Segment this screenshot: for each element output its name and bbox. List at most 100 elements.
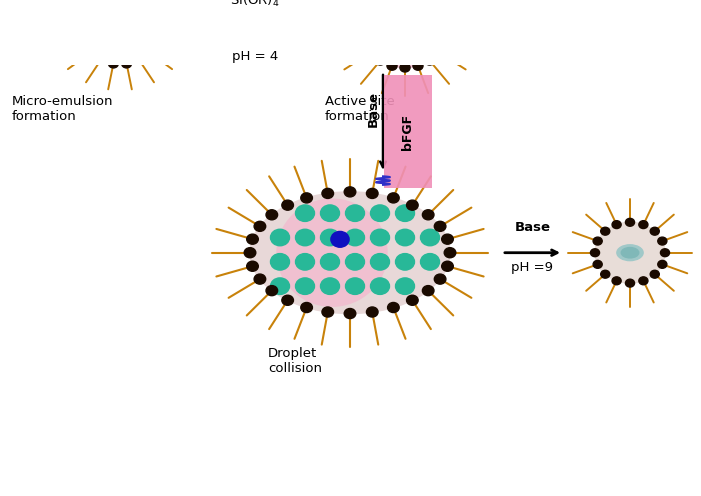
- Circle shape: [97, 10, 104, 16]
- Circle shape: [79, 38, 89, 47]
- Circle shape: [244, 248, 256, 258]
- Text: Active site
formation: Active site formation: [325, 95, 395, 123]
- Circle shape: [115, 32, 122, 38]
- Circle shape: [394, 50, 401, 57]
- Circle shape: [110, 26, 117, 32]
- Circle shape: [375, 56, 386, 65]
- Circle shape: [296, 278, 315, 295]
- Circle shape: [118, 33, 125, 39]
- Circle shape: [121, 46, 128, 52]
- Circle shape: [282, 295, 294, 306]
- Circle shape: [412, 18, 419, 25]
- Circle shape: [358, 27, 368, 36]
- Circle shape: [320, 278, 339, 295]
- Circle shape: [96, 0, 106, 7]
- Circle shape: [371, 253, 390, 270]
- Circle shape: [639, 277, 648, 285]
- Circle shape: [371, 278, 390, 295]
- Circle shape: [404, 41, 411, 48]
- Circle shape: [86, 5, 96, 14]
- Circle shape: [395, 18, 403, 25]
- Circle shape: [344, 309, 356, 318]
- Circle shape: [423, 210, 434, 220]
- Text: Si(OR)$_4$: Si(OR)$_4$: [230, 0, 280, 9]
- Circle shape: [77, 27, 87, 35]
- Circle shape: [266, 210, 278, 220]
- Circle shape: [431, 33, 439, 39]
- Circle shape: [322, 307, 334, 317]
- Circle shape: [404, 8, 412, 14]
- Circle shape: [122, 60, 132, 68]
- Circle shape: [411, 45, 419, 51]
- Circle shape: [593, 237, 602, 245]
- Circle shape: [120, 10, 126, 16]
- Circle shape: [134, 0, 144, 7]
- Circle shape: [651, 227, 660, 235]
- Circle shape: [126, 19, 133, 25]
- Text: Base: Base: [515, 221, 550, 234]
- Circle shape: [399, 28, 407, 35]
- Circle shape: [115, 28, 122, 34]
- Circle shape: [129, 47, 136, 53]
- Circle shape: [434, 48, 444, 57]
- Circle shape: [421, 253, 440, 270]
- Circle shape: [434, 5, 444, 14]
- Circle shape: [130, 43, 137, 49]
- Circle shape: [153, 27, 163, 35]
- Circle shape: [400, 57, 408, 63]
- Circle shape: [442, 27, 452, 36]
- Circle shape: [116, 55, 123, 61]
- Circle shape: [331, 232, 349, 247]
- Circle shape: [301, 193, 313, 203]
- Circle shape: [366, 48, 376, 57]
- Circle shape: [144, 48, 154, 57]
- Circle shape: [118, 50, 125, 56]
- Circle shape: [115, 29, 121, 35]
- Circle shape: [119, 26, 125, 32]
- Circle shape: [371, 229, 390, 246]
- Circle shape: [400, 32, 407, 38]
- Circle shape: [118, 40, 125, 46]
- Circle shape: [111, 27, 118, 33]
- Circle shape: [301, 303, 313, 312]
- Circle shape: [658, 260, 667, 268]
- Circle shape: [320, 205, 339, 221]
- Circle shape: [388, 303, 399, 312]
- Circle shape: [117, 38, 124, 44]
- Circle shape: [601, 270, 610, 278]
- Ellipse shape: [621, 248, 639, 258]
- Text: Micro-emulsion
formation: Micro-emulsion formation: [12, 95, 114, 123]
- Text: bFGF: bFGF: [402, 114, 414, 150]
- Circle shape: [296, 253, 315, 270]
- Circle shape: [625, 279, 634, 287]
- Circle shape: [440, 38, 450, 47]
- Circle shape: [122, 0, 132, 3]
- Circle shape: [114, 36, 121, 42]
- Circle shape: [407, 295, 418, 306]
- Circle shape: [440, 15, 450, 24]
- Circle shape: [413, 0, 423, 1]
- Circle shape: [395, 27, 402, 33]
- Circle shape: [96, 56, 106, 64]
- Circle shape: [414, 11, 422, 17]
- Text: pH = 4: pH = 4: [232, 50, 278, 63]
- Circle shape: [429, 11, 437, 18]
- Circle shape: [296, 205, 315, 221]
- Circle shape: [344, 187, 356, 197]
- Circle shape: [402, 34, 410, 40]
- Circle shape: [271, 253, 290, 270]
- Circle shape: [423, 286, 434, 296]
- Circle shape: [658, 237, 667, 245]
- Circle shape: [375, 0, 386, 6]
- Ellipse shape: [617, 245, 643, 260]
- Circle shape: [247, 261, 258, 271]
- Circle shape: [402, 39, 409, 45]
- Circle shape: [400, 28, 407, 34]
- Circle shape: [346, 278, 365, 295]
- Circle shape: [271, 229, 290, 246]
- Circle shape: [254, 274, 266, 284]
- Circle shape: [395, 278, 414, 295]
- Circle shape: [435, 274, 446, 284]
- Ellipse shape: [250, 192, 450, 313]
- Circle shape: [387, 62, 397, 70]
